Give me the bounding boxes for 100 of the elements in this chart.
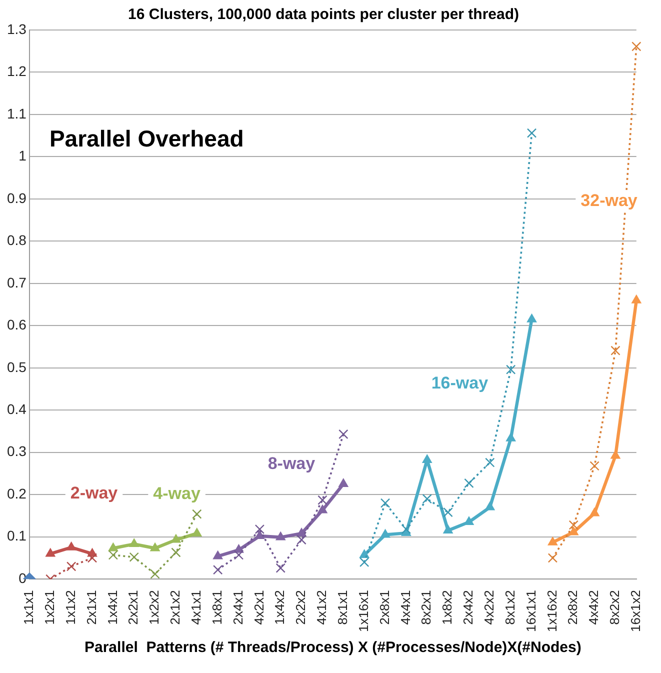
point [66, 562, 76, 572]
series-label: 8-way [268, 454, 316, 473]
point [212, 550, 223, 560]
point [338, 478, 348, 488]
y-tick-label: 0.7 [6, 274, 27, 290]
point [464, 478, 474, 488]
point [171, 548, 181, 558]
point [108, 542, 118, 552]
y-tick-label: 0.4 [6, 400, 27, 417]
x-tick-label: 16x1x1 [523, 590, 538, 632]
point [212, 564, 223, 575]
y-tick-label: 1.1 [6, 105, 27, 122]
x-tick-label: 1x4x2 [272, 590, 288, 625]
x-tick-label: 1x1x1 [21, 590, 36, 625]
x-tick-label: 1x16x1 [356, 590, 371, 632]
x-axis-title: Parallel Patterns (# Threads/Process) X (#Processes/Node)X(#Nodes) [84, 639, 582, 656]
y-tick-label: 0.3 [6, 443, 27, 460]
y-tick-label: 0.8 [6, 232, 27, 248]
point [506, 432, 516, 442]
x-tick-label: 1x2x2 [146, 590, 162, 625]
point [443, 525, 453, 534]
point [485, 502, 495, 510]
point [296, 534, 306, 545]
text: 32-way [580, 191, 638, 210]
point [485, 458, 495, 468]
point [380, 498, 390, 508]
x-tick-label: 1x8x1 [209, 590, 224, 625]
point [296, 528, 306, 536]
x-tick-label: 2x8x1 [376, 590, 392, 625]
x-tick-label: 2x1x2 [168, 590, 183, 625]
point [129, 552, 139, 562]
x-tick-label: 2x2x2 [293, 590, 308, 625]
y-tick-label: 0.5 [6, 358, 27, 375]
point [171, 534, 181, 543]
chart-title: 16 Clusters, 100,000 data points per cluster per thread) [128, 6, 519, 24]
x-tick-label: 4x4x1 [398, 590, 413, 625]
y-tick-label: 1.3 [6, 20, 27, 37]
y-tick-label: 0.9 [6, 190, 27, 206]
x-tick-label: 2x4x1 [230, 590, 246, 625]
point [568, 520, 578, 530]
x-tick-label: 2x2x1 [126, 590, 141, 625]
point [548, 553, 558, 563]
point [338, 429, 348, 440]
point [610, 346, 620, 356]
point [548, 536, 558, 546]
point [150, 569, 160, 579]
point [318, 504, 328, 514]
x-tick-label: 2x1x1 [84, 590, 99, 625]
point [150, 542, 160, 552]
point [318, 495, 328, 505]
point [129, 538, 139, 548]
point [254, 524, 265, 534]
point [632, 294, 642, 304]
point [401, 524, 412, 534]
point [276, 532, 286, 540]
point [46, 548, 56, 557]
point [506, 364, 516, 374]
x-tick-label: 16x1x2 [628, 590, 643, 632]
y-tick-label: 0.2 [6, 485, 27, 502]
series-label: 16-way [431, 374, 489, 393]
point [359, 557, 370, 568]
x-tick-label: 4x2x1 [251, 590, 266, 625]
x-tick-label: 1x16x2 [544, 590, 560, 632]
y-tick-label: 0.6 [6, 316, 27, 333]
point [380, 529, 390, 538]
x-tick-label: 1x4x1 [104, 590, 120, 625]
series-label: 4-way [153, 484, 201, 503]
point [526, 128, 537, 138]
x-tick-label: 8x2x1 [418, 590, 434, 625]
point [568, 526, 578, 536]
x-tick-label: 8x2x2 [607, 590, 622, 625]
point [108, 550, 118, 560]
y-tick-label: 0.1 [6, 528, 27, 544]
x-tick-label: 2x4x2 [460, 590, 476, 625]
point [632, 42, 642, 52]
point [192, 528, 202, 536]
point [464, 516, 474, 526]
x-tick-label: 1x8x2 [440, 590, 455, 625]
point [66, 542, 76, 550]
point [192, 509, 202, 519]
x-tick-label: 4x1x1 [188, 590, 204, 625]
x-tick-label: 8x1x2 [502, 590, 518, 625]
point [526, 314, 537, 322]
text: 2-way [70, 483, 118, 502]
y-tick-label: 1.2 [6, 63, 27, 80]
point [254, 530, 265, 539]
annotation: Parallel Overhead [49, 125, 244, 152]
point [590, 508, 600, 516]
point [590, 461, 600, 471]
point [610, 450, 620, 459]
point [422, 454, 432, 463]
x-tick-label: 2x8x2 [565, 590, 580, 625]
x-tick-label: 1x1x2 [62, 590, 78, 625]
x-tick-label: 1x2x1 [42, 590, 57, 625]
x-tick-label: 8x1x1 [334, 590, 350, 625]
x-tick-label: 4x1x2 [314, 590, 330, 625]
point [234, 550, 244, 560]
y-tick-label: 1 [18, 148, 27, 164]
point [443, 508, 453, 518]
point [87, 553, 98, 563]
